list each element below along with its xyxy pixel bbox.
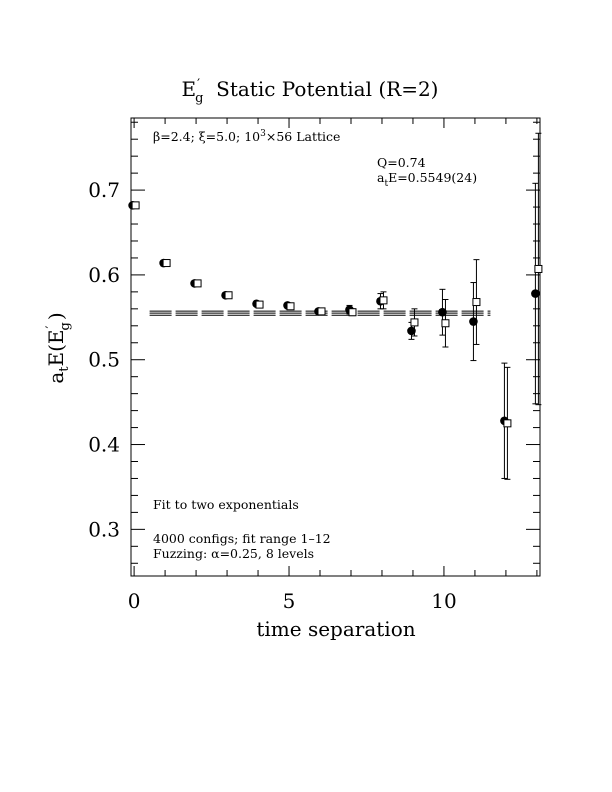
ylabel-mid-sup: ′ <box>44 325 59 328</box>
data-point-circle <box>407 326 416 336</box>
lattice-size-sup: 3 <box>260 129 266 139</box>
y-axis-title: atE(E′g) <box>44 312 73 383</box>
y-tick-label: 0.7 <box>88 178 120 202</box>
data-point-square <box>131 201 140 210</box>
configs-annotation: 4000 configs; fit range 1–12 <box>153 531 331 546</box>
x-tick-label: 5 <box>283 589 296 613</box>
data-point-square <box>193 279 202 288</box>
y-tick-label: 0.3 <box>88 517 120 541</box>
data-point-square <box>317 307 326 316</box>
fit-label-annotation: Fit to two exponentials <box>153 497 299 512</box>
lattice-beta: β=2.4; <box>153 129 199 144</box>
lattice-annotation: β=2.4; ξ=5.0; 103×56 Lattice <box>153 129 340 144</box>
lattice-xi: ξ=5.0; <box>199 129 244 144</box>
data-point-square <box>410 318 419 327</box>
data-point-square <box>379 296 388 305</box>
chart-title: E′ g Static Potential (R=2) <box>182 77 439 106</box>
title-main-sub: g <box>195 91 203 106</box>
q-annotation: Q=0.74 <box>377 155 426 170</box>
tick-labels: 0 5 10 0.3 0.4 0.5 0.6 0.7 <box>88 178 456 613</box>
data-point-square <box>224 291 233 300</box>
data-points <box>128 132 543 480</box>
energy-prefix: a <box>377 170 385 185</box>
lattice-rest: ×56 Lattice <box>266 129 341 144</box>
data-point-square <box>503 419 512 428</box>
y-tick-label: 0.4 <box>88 433 120 457</box>
data-point-circle <box>531 289 540 298</box>
x-axis-title: time separation <box>256 617 415 641</box>
energy-annotation: atE=0.5549(24) <box>377 170 477 189</box>
data-point-square <box>441 319 450 328</box>
energy-rest: E=0.5549(24) <box>388 170 477 185</box>
lattice-size: 10 <box>244 129 260 144</box>
x-tick-label: 0 <box>128 589 141 613</box>
ylabel-prefix: a <box>44 372 68 384</box>
title-rest: Static Potential (R=2) <box>203 77 438 101</box>
ylabel-prefix-sub: t <box>57 366 72 372</box>
data-point-square <box>286 302 295 311</box>
ylabel-mid: E(E <box>44 329 68 366</box>
axis-ticks <box>131 118 540 576</box>
data-point-square <box>534 264 543 273</box>
title-main-sup: ′ <box>197 77 200 92</box>
energy-prefix-sub: t <box>384 179 388 189</box>
ylabel-suffix: ) <box>44 312 68 320</box>
data-point-circle <box>469 317 478 326</box>
data-point-square <box>348 308 357 317</box>
y-tick-label: 0.5 <box>88 348 120 372</box>
x-tick-label: 10 <box>431 589 456 613</box>
y-tick-label: 0.6 <box>88 263 120 287</box>
ylabel-mid-sub: g <box>58 322 73 330</box>
fuzzing-annotation: Fuzzing: α=0.25, 8 levels <box>153 546 314 561</box>
data-point-square <box>472 298 481 307</box>
data-point-square <box>255 300 264 309</box>
data-point-square <box>162 259 171 268</box>
data-point-circle <box>438 307 447 317</box>
plot-frame <box>130 117 541 577</box>
title-main: E <box>182 77 197 101</box>
